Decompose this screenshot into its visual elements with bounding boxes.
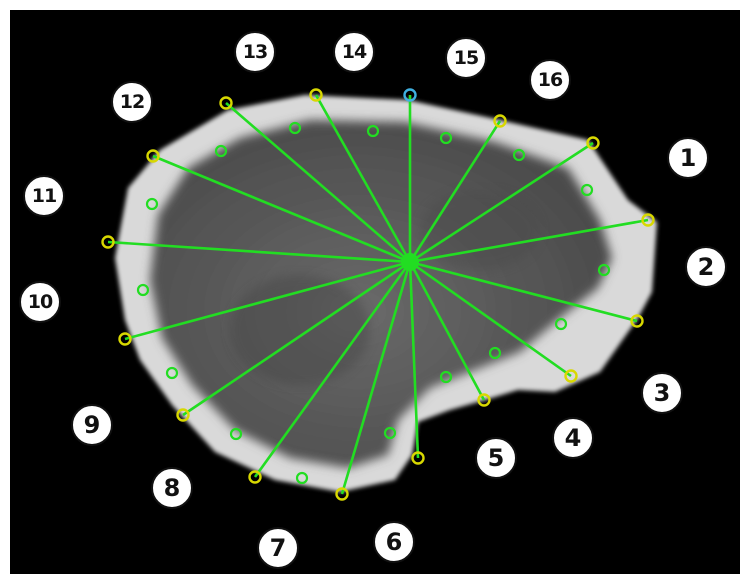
boundary-marker-1 (586, 136, 600, 150)
region-label-2: 2 (685, 246, 727, 288)
region-label-5: 5 (475, 437, 517, 479)
ray-12 (152, 154, 411, 264)
region-label-3: 3 (641, 372, 683, 414)
region-label-11: 11 (23, 175, 65, 217)
boundary-marker-4 (564, 369, 578, 383)
midpoint-marker-13 (288, 121, 302, 135)
region-label-1: 1 (667, 137, 709, 179)
boundary-marker-5 (477, 393, 491, 407)
midpoint-marker-2 (597, 263, 611, 277)
ray-4 (409, 260, 572, 378)
boundary-marker-9 (176, 408, 190, 422)
center-hub (401, 253, 419, 271)
region-label-9: 9 (71, 404, 113, 446)
ray-3 (409, 260, 638, 323)
boundary-marker-13 (219, 96, 233, 110)
boundary-marker-6 (411, 451, 425, 465)
boundary-marker-11 (101, 235, 115, 249)
ray-9 (182, 260, 411, 417)
midpoint-marker-7 (295, 471, 309, 485)
ray-16 (408, 120, 502, 263)
boundary-marker-14 (309, 88, 323, 102)
midpoint-marker-16 (512, 148, 526, 162)
ray-7 (340, 261, 412, 495)
marker-group (101, 88, 655, 501)
region-label-13: 13 (234, 31, 276, 73)
ray-1 (409, 141, 594, 264)
ray-8 (253, 261, 412, 478)
midpoint-marker-11 (145, 197, 159, 211)
interior-shadow (420, 190, 540, 270)
ray-13 (225, 102, 411, 263)
region-label-15: 15 (445, 37, 487, 79)
region-label-10: 10 (19, 281, 61, 323)
boundary-marker-16 (493, 114, 507, 128)
boundary-marker-2 (641, 213, 655, 227)
ray-10 (124, 260, 411, 341)
boundary-marker-12 (146, 149, 160, 163)
region-label-7: 7 (257, 527, 299, 569)
ray-5 (408, 261, 486, 401)
region-label-8: 8 (151, 467, 193, 509)
boundary-marker-3 (630, 314, 644, 328)
midpoint-marker-1 (580, 183, 594, 197)
ray-11 (107, 240, 411, 264)
midpoint-marker-12 (214, 144, 228, 158)
midpoint-marker-5 (439, 370, 453, 384)
region-label-12: 12 (111, 81, 153, 123)
midpoint-marker-14 (366, 124, 380, 138)
boundary-marker-10 (118, 332, 132, 346)
ray-6 (408, 261, 420, 459)
midpoint-marker-3 (554, 317, 568, 331)
region-label-14: 14 (333, 31, 375, 73)
ray-14 (314, 94, 412, 263)
boundary-marker-15 (403, 88, 417, 102)
ray-2 (409, 218, 649, 264)
midpoint-marker-15 (439, 131, 453, 145)
region-label-4: 4 (552, 417, 594, 459)
midpoint-marker-10 (136, 283, 150, 297)
boundary-marker-8 (248, 470, 262, 484)
region-label-6: 6 (373, 521, 415, 563)
midpoint-marker-4 (488, 346, 502, 360)
midpoint-marker-8 (229, 427, 243, 441)
ray-group (107, 94, 649, 495)
region-label-16: 16 (529, 59, 571, 101)
midpoint-marker-6 (383, 426, 397, 440)
boundary-marker-7 (335, 487, 349, 501)
midpoint-marker-9 (165, 366, 179, 380)
